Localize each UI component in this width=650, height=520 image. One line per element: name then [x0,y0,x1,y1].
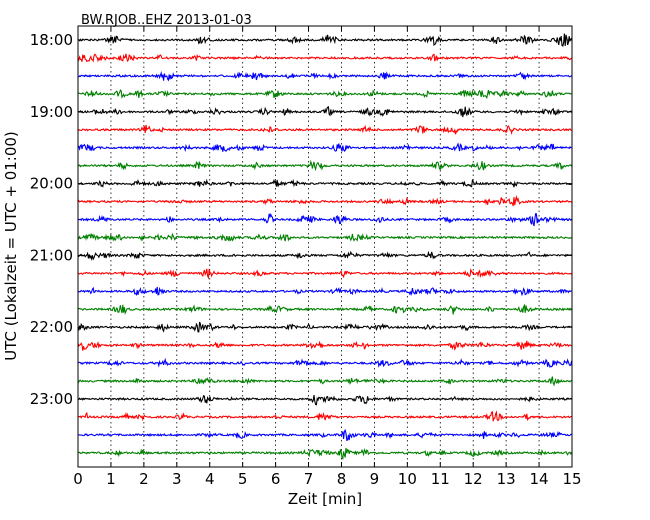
trace-line [77,429,572,441]
y-tick-label: 21:00 [30,246,73,264]
trace-line [77,303,573,316]
trace-line [77,357,573,369]
trace-line [77,286,572,297]
x-tick-label: 10 [398,470,417,488]
trace-line [77,33,573,47]
trace-line [78,142,572,153]
plot-frame [77,25,573,468]
vertical-gridlines [110,26,540,467]
trace-line [77,124,572,135]
x-tick-label: 13 [497,470,516,488]
trace-line [77,89,572,100]
trace-line [77,194,572,207]
trace-line [77,447,573,460]
x-tick-label: 7 [304,470,314,488]
x-tick-label: 11 [431,470,450,488]
trace-line [77,410,572,422]
x-tick-label: 3 [172,470,182,488]
trace-line [77,212,573,227]
trace-line [77,232,572,242]
y-tick-label: 19:00 [30,103,73,121]
seismogram-traces [77,33,573,460]
trace-line [77,106,573,118]
y-axis-ticks: 18:00 19:00 20:00 21:00 22:00 23:00 [30,31,572,408]
x-tick-label: 4 [205,470,215,488]
trace-line [77,268,572,280]
y-tick-label: 18:00 [30,31,73,49]
trace-line [77,250,573,261]
x-tick-label: 15 [562,470,581,488]
y-axis-label: UTC (Lokalzeit = UTC + 01:00) [2,131,20,361]
x-tick-label: 1 [106,470,116,488]
trace-line [77,53,572,63]
x-tick-label: 14 [530,470,549,488]
trace-line [77,394,572,406]
chart-title: BW.RJOB..EHZ 2013-01-03 [81,13,252,28]
x-axis-label: Zeit [min] [288,490,362,508]
trace-line [77,321,572,333]
y-tick-label: 22:00 [30,318,73,336]
x-tick-label: 8 [337,470,347,488]
trace-line [77,376,572,387]
x-axis-ticks: 0 1 2 3 4 5 6 7 8 9 10 11 12 13 14 15 [73,26,582,488]
trace-line [77,159,573,172]
x-tick-label: 6 [271,470,281,488]
y-tick-label: 20:00 [30,175,73,193]
x-tick-label: 12 [464,470,483,488]
x-tick-label: 5 [238,470,248,488]
trace-line [77,178,572,188]
y-tick-label: 23:00 [30,390,73,408]
trace-line [77,340,572,351]
trace-line [77,70,572,82]
x-tick-label: 9 [370,470,380,488]
x-tick-label: 0 [73,470,83,488]
x-tick-label: 2 [139,470,149,488]
